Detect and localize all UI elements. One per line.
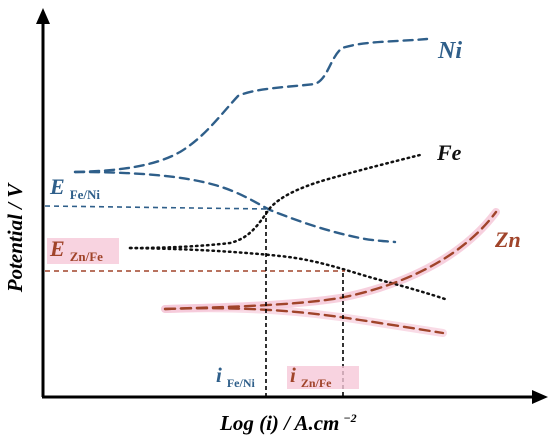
i-zn-fe-symbol: i (290, 363, 296, 387)
i-fe-ni-subscript: Fe/Ni (227, 376, 256, 390)
i-fe-ni-label: i Fe/Ni (216, 363, 256, 390)
e-zn-fe-symbol: E (49, 236, 65, 261)
fe-reverse-curve (128, 246, 450, 302)
x-axis-arrow (532, 390, 548, 404)
e-fe-ni-label: E Fe/Ni (49, 174, 100, 202)
y-axis-arrow (36, 8, 50, 24)
i-zn-fe-highlight (287, 366, 359, 389)
ni-curve (73, 37, 429, 174)
x-axis-label-exponent: −2 (343, 411, 356, 425)
x-axis-label-main: Log (i) / A.cm (219, 411, 339, 435)
zn-highlight-band (161, 208, 500, 313)
fe-label: Fe (436, 140, 462, 165)
i-zn-fe-subscript: Zn/Fe (301, 376, 332, 390)
i-fe-ni-symbol: i (216, 363, 222, 387)
e-zn-fe-subscript: Zn/Fe (70, 249, 103, 264)
x-axis-label: Log (i) / A.cm −2 (219, 411, 357, 435)
ni-reverse-curve (73, 170, 397, 244)
zn-label: Zn (494, 227, 521, 252)
fe-curve (128, 153, 422, 250)
e-fe-ni-guide-line (44, 205, 269, 210)
y-axis-label: Potential / V (3, 182, 27, 294)
e-zn-fe-highlight (47, 238, 119, 264)
i-zn-fe-label: i Zn/Fe (290, 363, 332, 390)
ni-label: Ni (437, 38, 462, 64)
e-zn-fe-label: E Zn/Fe (49, 236, 103, 264)
zn-lower-highlight-band (161, 304, 447, 337)
e-fe-ni-symbol: E (49, 174, 65, 199)
zn-reverse-curve (163, 307, 445, 335)
e-fe-ni-subscript: Fe/Ni (70, 187, 101, 202)
